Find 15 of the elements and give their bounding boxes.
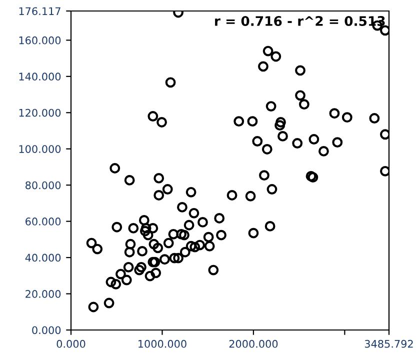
annotation: r = 0.716 - r^2 = 0.513: [215, 16, 385, 26]
y-tick-label: 176.117: [19, 7, 60, 16]
x-tick-label: 0.000: [56, 340, 86, 348]
y-tick-label: 100.000: [19, 145, 61, 153]
x-tick-label: 1000.000: [138, 340, 186, 348]
y-tick-label: 80.000: [26, 181, 61, 190]
y-tick-label: 160.000: [19, 36, 61, 44]
y-tick-label: 20.000: [26, 290, 61, 298]
y-tick-label: 60.000: [26, 218, 61, 226]
y-tick-label: 140.000: [19, 72, 61, 81]
y-tick-label: 120.000: [19, 108, 61, 117]
y-tick-label: 40.000: [25, 254, 61, 262]
x-tick-label: 2000.000: [229, 340, 278, 348]
x-tick-label: 3485.792: [364, 340, 413, 348]
y-tick-label: 0.000: [32, 326, 61, 334]
